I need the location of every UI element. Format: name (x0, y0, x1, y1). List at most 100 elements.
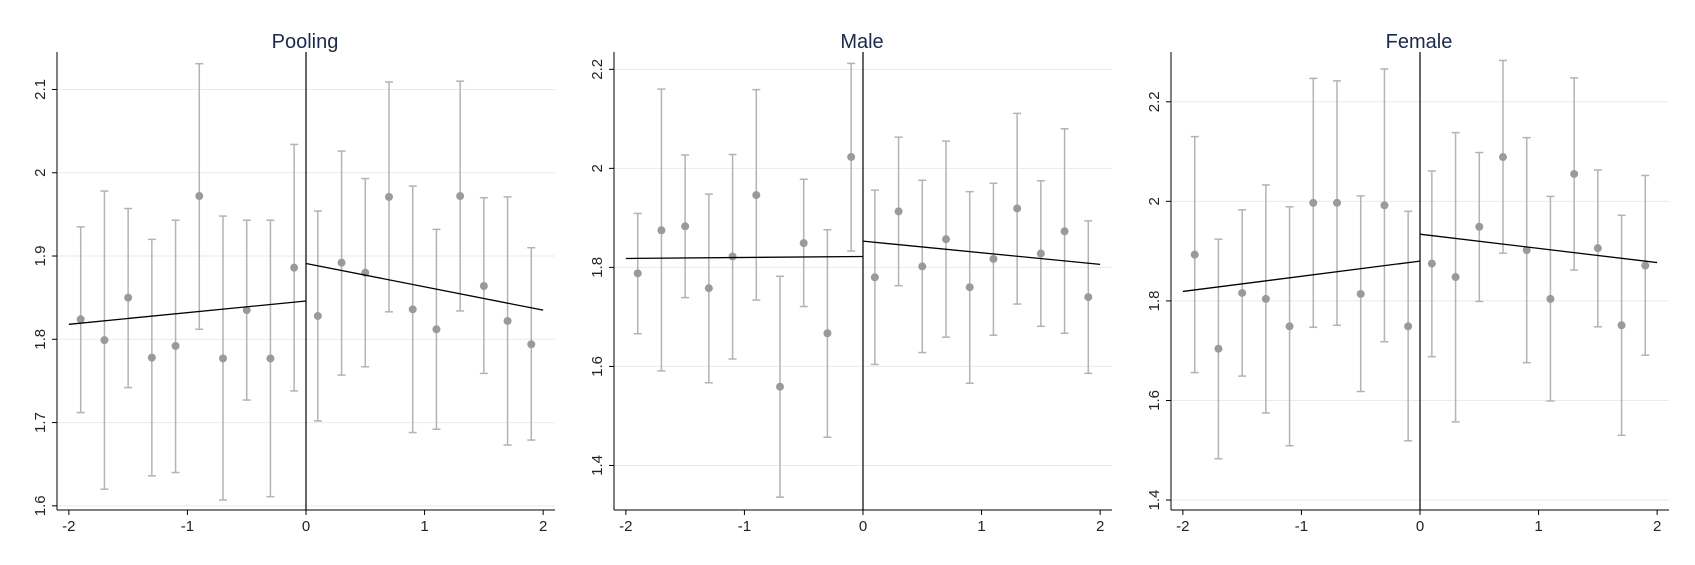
x-tick-label: -2 (619, 518, 632, 535)
data-point (1617, 321, 1626, 330)
data-point (704, 284, 713, 293)
panel-title: Female (1386, 31, 1453, 53)
x-tick-label: 0 (302, 518, 310, 535)
plot-area: 1.4 1.6 1.8 2 2.2 -2 -1 0 1 2 (589, 52, 1112, 535)
y-tick-label: 1.4 (1146, 490, 1163, 511)
y-tick-label: 2 (32, 169, 49, 177)
data-point (1522, 246, 1531, 255)
data-point (1036, 249, 1045, 258)
y-tick-label: 2.1 (32, 79, 49, 100)
data-point (1499, 153, 1507, 162)
data-point (752, 191, 761, 200)
data-point (1451, 273, 1460, 282)
panel-title: Male (840, 31, 883, 53)
y-tick-label: 1.6 (1146, 390, 1163, 411)
data-point (1013, 204, 1022, 213)
x-tick-label: 2 (1653, 518, 1661, 535)
data-point (1084, 293, 1093, 302)
data-point (290, 263, 299, 272)
data-point (1475, 222, 1484, 231)
data-point (408, 305, 417, 314)
x-tick-label: 1 (977, 518, 985, 535)
y-tick-label: 1.8 (1146, 290, 1163, 311)
data-point (1570, 169, 1579, 178)
data-point (823, 329, 832, 338)
x-tick-label: -1 (1295, 518, 1308, 535)
data-point (918, 262, 927, 271)
data-point (989, 254, 998, 263)
data-point (195, 192, 204, 201)
plot-area: 1.4 1.6 1.8 2 2.2 -2 -1 0 1 2 (1146, 52, 1669, 535)
data-point (1261, 294, 1270, 303)
data-point (1427, 259, 1436, 268)
data-point (337, 258, 346, 267)
data-point (776, 382, 784, 391)
fit-line (862, 240, 1101, 266)
data-point (728, 252, 737, 261)
fit-line (625, 255, 864, 260)
y-tick-label: 2 (589, 164, 606, 172)
data-point (799, 239, 808, 248)
y-tick-label: 1.9 (32, 246, 49, 267)
data-point (385, 192, 393, 201)
data-point (1285, 322, 1294, 331)
data-point (147, 353, 156, 362)
data-point (124, 293, 133, 302)
panel-male: Male 1.4 1.6 1.8 2 2.2 -2 -1 0 1 2 (589, 31, 1112, 535)
data-point (266, 354, 275, 363)
x-tick-label: -1 (181, 518, 194, 535)
y-tick-label: 2.2 (589, 59, 606, 80)
data-point (432, 325, 441, 334)
panel-female: Female 1.4 1.6 1.8 2 2.2 -2 -1 0 1 2 (1146, 31, 1669, 535)
data-point (1309, 198, 1318, 207)
data-point (1380, 201, 1389, 210)
data-point (1404, 322, 1413, 331)
data-point (894, 207, 903, 216)
data-point (456, 192, 465, 201)
data-point (1190, 250, 1199, 259)
data-point (171, 341, 180, 350)
data-point (313, 311, 322, 320)
x-tick-label: 1 (420, 518, 428, 535)
x-tick-label: -2 (1176, 518, 1189, 535)
data-point (503, 316, 512, 325)
data-point (681, 222, 690, 231)
data-point (479, 281, 488, 290)
fit-line (1182, 260, 1421, 293)
data-point (847, 152, 856, 161)
data-point (1356, 289, 1365, 298)
plot-area: 1.6 1.7 1.8 1.9 2 2.1 -2 -1 0 1 2 (32, 52, 555, 535)
data-point (1060, 227, 1069, 236)
data-point (633, 269, 642, 278)
data-point (1238, 288, 1247, 297)
data-point (1214, 344, 1223, 353)
y-tick-label: 1.6 (32, 495, 49, 516)
data-point (657, 226, 666, 235)
x-tick-label: 0 (859, 518, 867, 535)
y-tick-label: 2 (1146, 197, 1163, 205)
data-point (100, 336, 109, 345)
data-point (1333, 198, 1341, 207)
x-tick-label: -1 (738, 518, 751, 535)
data-point (1593, 244, 1602, 253)
y-tick-label: 2.2 (1146, 91, 1163, 112)
data-point (942, 235, 950, 244)
x-tick-label: 0 (1416, 518, 1424, 535)
y-tick-label: 1.8 (589, 257, 606, 278)
data-point (870, 273, 879, 282)
data-point (1546, 294, 1555, 303)
y-tick-label: 1.4 (589, 455, 606, 476)
fit-line (305, 262, 544, 311)
data-point (527, 340, 536, 349)
fit-line (68, 300, 307, 325)
panel-pooling: Pooling 1.6 1.7 1.8 1.9 2 2.1 -2 -1 0 1 2 (32, 31, 555, 535)
y-tick-label: 1.8 (32, 329, 49, 350)
fit-line (1419, 233, 1658, 264)
x-tick-label: 1 (1534, 518, 1542, 535)
y-tick-label: 1.7 (32, 412, 49, 433)
x-tick-label: -2 (62, 518, 75, 535)
panel-title: Pooling (272, 31, 339, 53)
data-point (965, 283, 974, 292)
